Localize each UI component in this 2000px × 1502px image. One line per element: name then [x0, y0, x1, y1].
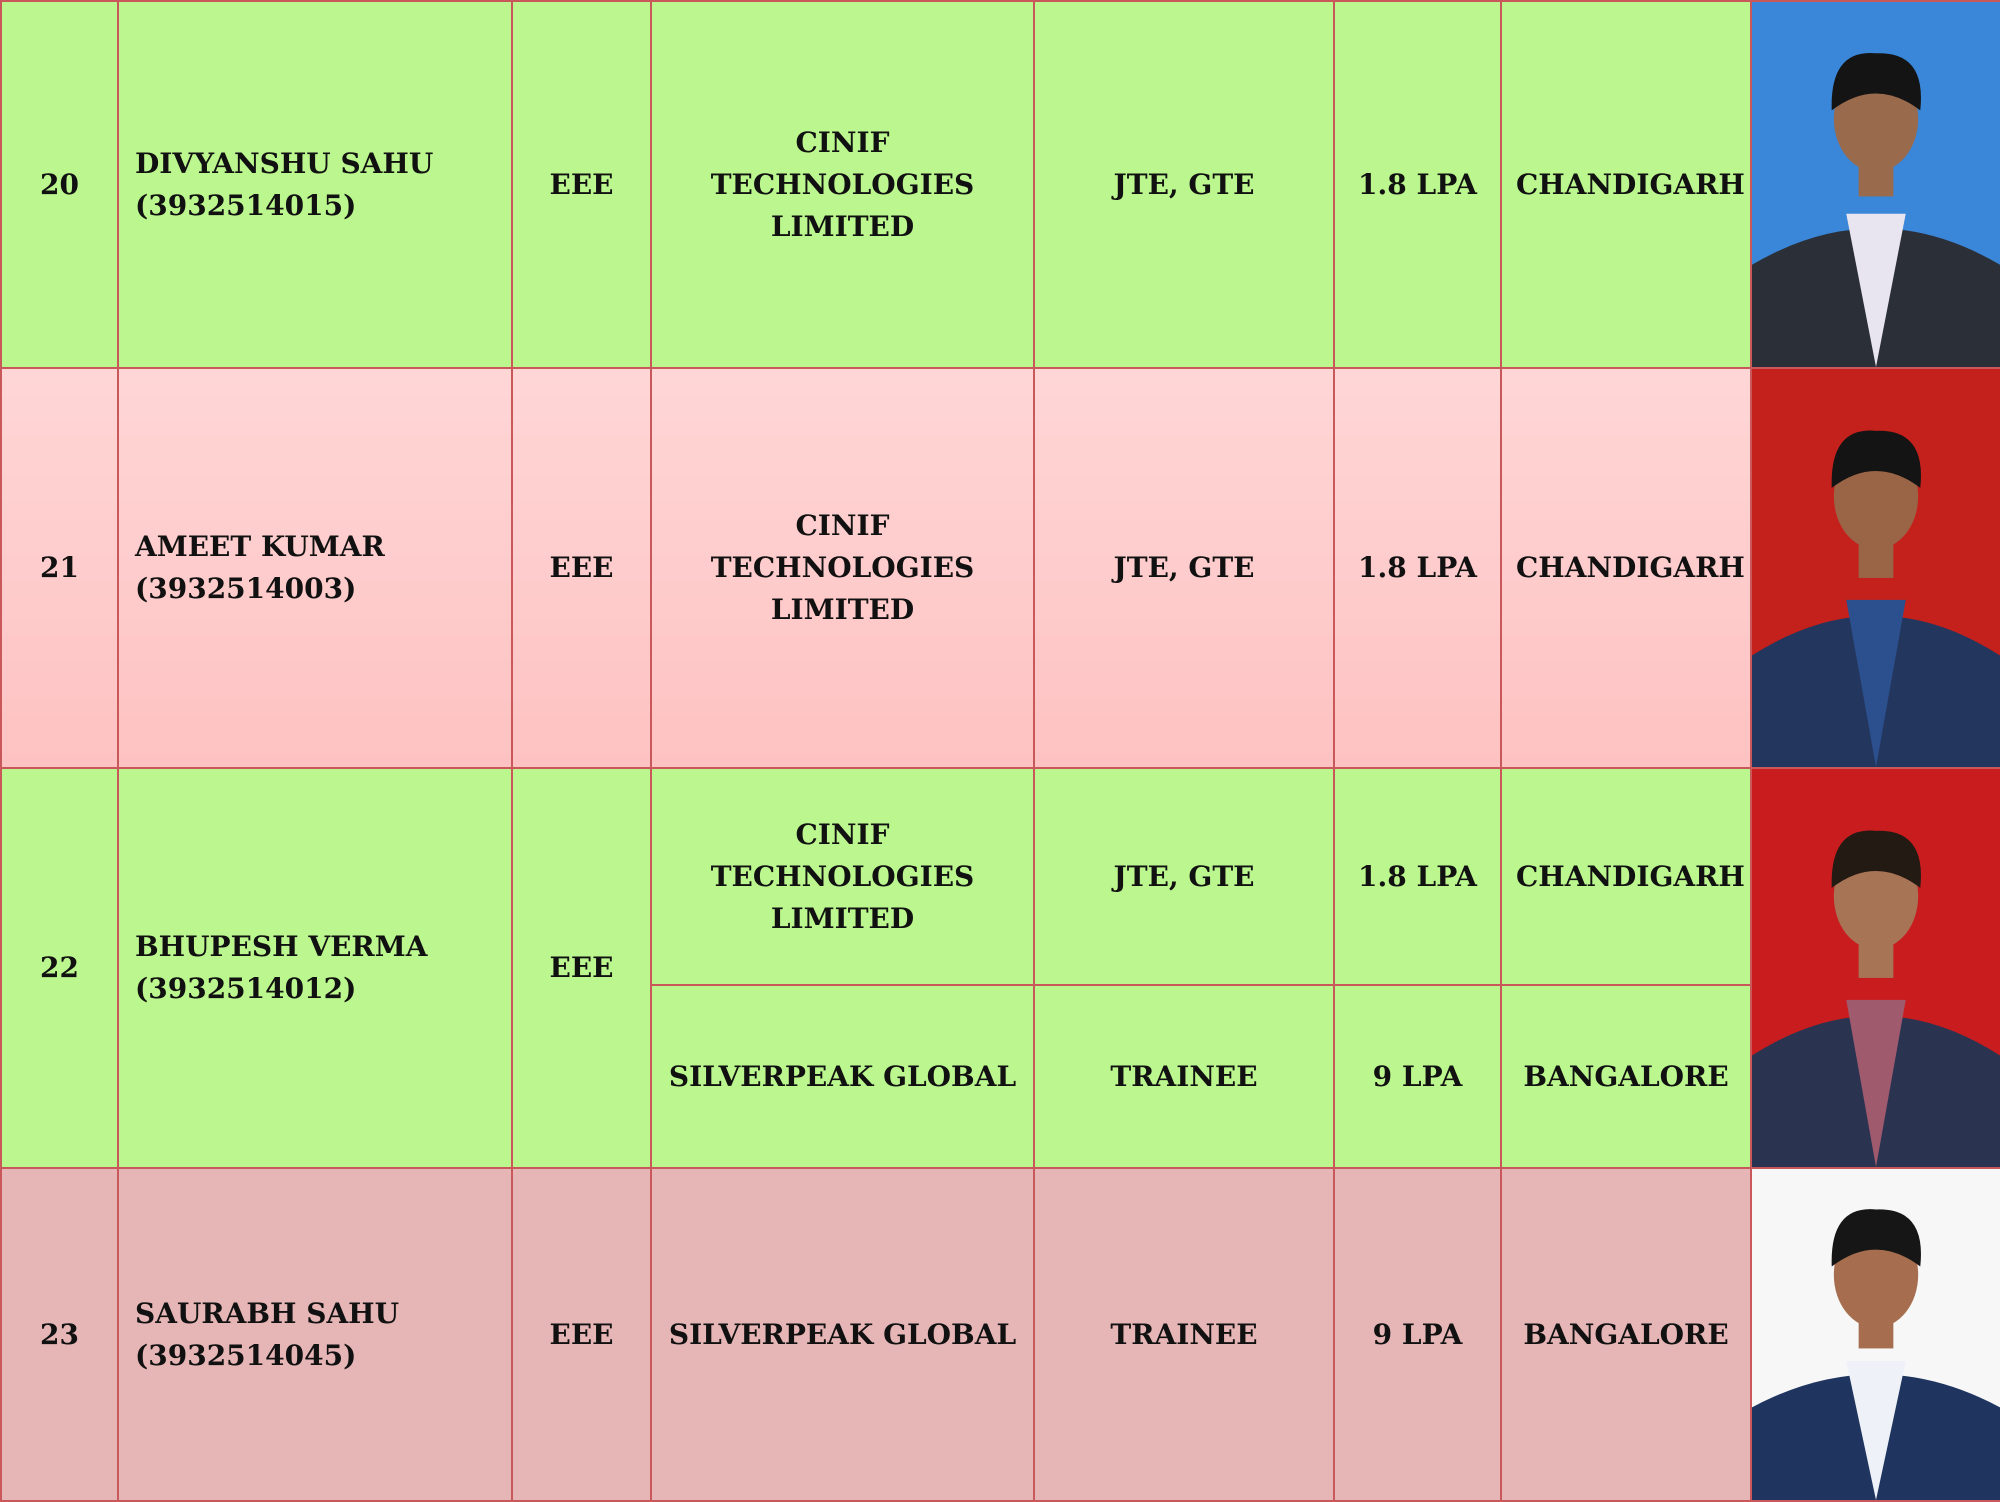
- company-cell: CINIF TECHNOLOGIES LIMITED: [650, 367, 1035, 769]
- hair: [1831, 430, 1921, 488]
- student-photo: [1753, 3, 1999, 366]
- package-cell: 1.8 LPA: [1333, 0, 1502, 369]
- shirt: [1846, 1360, 1906, 1499]
- table-row: SILVERPEAK GLOBAL TRAINEE 9 LPA BANGALOR…: [1, 984, 2000, 1169]
- table-row: 22 BHUPESH VERMA (3932514012) EEE CINIF …: [0, 767, 2000, 1169]
- student-name-cell: SAURABH SAHU (3932514045): [117, 1167, 513, 1502]
- location-cell: BANGALORE: [1500, 1167, 1752, 1502]
- branch-cell: EEE: [511, 1167, 652, 1502]
- student-photo: [1753, 370, 1999, 766]
- location-cell: CHANDIGARH: [1500, 767, 1752, 986]
- student-photo: [1753, 1170, 1999, 1499]
- roll-number: (3932514045): [135, 1338, 357, 1372]
- location-cell: BANGALORE: [1500, 984, 1752, 1169]
- roll-number: (3932514015): [135, 188, 357, 222]
- company-cell: SILVERPEAK GLOBAL: [650, 1167, 1035, 1502]
- student-photo-cell: [1750, 767, 2000, 1169]
- company-name-suffix: LIMITED: [770, 209, 915, 243]
- company-name: CINIF TECHNOLOGIES: [710, 125, 975, 201]
- serial-number-cell: 20: [0, 0, 119, 369]
- package-cell: 9 LPA: [1333, 984, 1502, 1169]
- company-cell: CINIF TECHNOLOGIES LIMITED: [650, 0, 1035, 369]
- company-cell: SILVERPEAK GLOBAL: [650, 984, 1035, 1169]
- branch-cell: EEE: [511, 367, 652, 769]
- branch-cell: EEE: [511, 767, 652, 1169]
- student-name-cell: DIVYANSHU SAHU (3932514015): [117, 0, 513, 369]
- student-name-cell: BHUPESH VERMA (3932514012): [117, 767, 513, 1169]
- hair: [1831, 53, 1921, 111]
- company-name: CINIF TECHNOLOGIES: [710, 509, 975, 584]
- package-cell: 1.8 LPA: [1333, 767, 1502, 986]
- shirt: [1846, 213, 1906, 366]
- table-row: 20 DIVYANSHU SAHU (3932514015) EEE CINIF…: [0, 0, 2000, 369]
- student-name: DIVYANSHU SAHU: [135, 146, 434, 180]
- designation-cell: TRAINEE: [1033, 984, 1335, 1169]
- branch-cell: EEE: [511, 0, 652, 369]
- company-name: CINIF TECHNOLOGIES: [710, 817, 975, 893]
- designation-cell: JTE, GTE: [1033, 767, 1335, 986]
- student-photo-cell: [1750, 367, 2000, 769]
- company-name-suffix: LIMITED: [770, 901, 915, 935]
- designation-cell: JTE, GTE: [1033, 0, 1335, 369]
- roll-number: (3932514012): [135, 972, 357, 1005]
- student-name: AMEET KUMAR: [135, 530, 385, 563]
- student-photo-cell: [1750, 1167, 2000, 1502]
- designation-cell: TRAINEE: [1033, 1167, 1335, 1502]
- student-name: SAURABH SAHU: [135, 1296, 400, 1330]
- company-name: SILVERPEAK GLOBAL: [668, 1059, 1017, 1093]
- hair: [1831, 1209, 1921, 1267]
- table-row: 23 SAURABH SAHU (3932514045) EEE SILVERP…: [0, 1167, 2000, 1502]
- student-photo: [1753, 770, 1999, 1166]
- student-name-cell: AMEET KUMAR (3932514003): [117, 367, 513, 769]
- company-name-suffix: LIMITED: [770, 593, 915, 626]
- shirt: [1846, 599, 1906, 766]
- location-cell: CHANDIGARH: [1500, 367, 1752, 769]
- designation-cell: JTE, GTE: [1033, 367, 1335, 769]
- student-name: BHUPESH VERMA: [135, 930, 428, 963]
- roll-number: (3932514003): [135, 572, 357, 605]
- serial-number-cell: 22: [0, 767, 119, 1169]
- package-cell: 1.8 LPA: [1333, 367, 1502, 769]
- company-name: SILVERPEAK GLOBAL: [668, 1317, 1017, 1351]
- serial-number-cell: 23: [0, 1167, 119, 1502]
- table-row: 21 AMEET KUMAR (3932514003) EEE CINIF TE…: [0, 367, 2000, 769]
- shirt: [1846, 999, 1906, 1166]
- student-photo-cell: [1750, 0, 2000, 369]
- serial-number-cell: 21: [0, 367, 119, 769]
- location-cell: CHANDIGARH: [1500, 0, 1752, 369]
- package-cell: 9 LPA: [1333, 1167, 1502, 1502]
- hair: [1831, 830, 1921, 888]
- company-cell: CINIF TECHNOLOGIES LIMITED: [650, 767, 1035, 986]
